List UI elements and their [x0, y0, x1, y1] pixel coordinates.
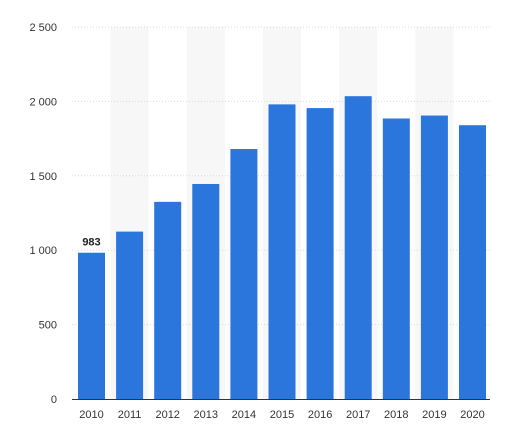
y-tick-label: 0: [51, 394, 57, 406]
x-tick-label: 2011: [118, 409, 142, 421]
y-tick-label: 2 500: [29, 22, 57, 34]
bar-2018: [382, 118, 410, 400]
x-tick-label: 2013: [194, 409, 218, 421]
x-tick-label: 2018: [384, 409, 408, 421]
x-tick-label: 2010: [79, 409, 103, 421]
bar-2015: [268, 104, 296, 399]
x-tick-label: 2014: [232, 409, 256, 421]
bar-2010: [78, 252, 105, 399]
bars: [78, 96, 486, 400]
bar-2014: [230, 149, 258, 399]
bar-2013: [192, 183, 220, 399]
x-axis-tick-labels: 2010 2011 2012 2013 2014 2015 2016 2017 2018 2019…: [79, 409, 484, 421]
y-tick-label: 2 000: [29, 96, 57, 108]
y-tick-label: 500: [39, 320, 57, 332]
y-tick-label: 1 000: [29, 245, 57, 257]
bar-2020: [459, 125, 486, 399]
x-tick-label: 2020: [460, 409, 484, 421]
bar-2011: [116, 231, 144, 399]
y-axis-tick-labels: 0 500 1 000 1 500 2 000 2 500: [29, 22, 57, 406]
x-tick-label: 2016: [308, 409, 332, 421]
bar-2012: [154, 201, 182, 399]
x-tick-label: 2019: [422, 409, 446, 421]
x-tick-label: 2017: [346, 409, 370, 421]
x-tick-label: 2015: [270, 409, 294, 421]
y-tick-label: 1 500: [29, 171, 57, 183]
bar-2016: [306, 108, 334, 399]
x-tick-label: 2012: [155, 409, 179, 421]
bar-2017: [344, 96, 372, 399]
data-label: 983: [82, 237, 100, 249]
data-labels: 983: [82, 237, 100, 249]
bar-2019: [420, 115, 448, 399]
